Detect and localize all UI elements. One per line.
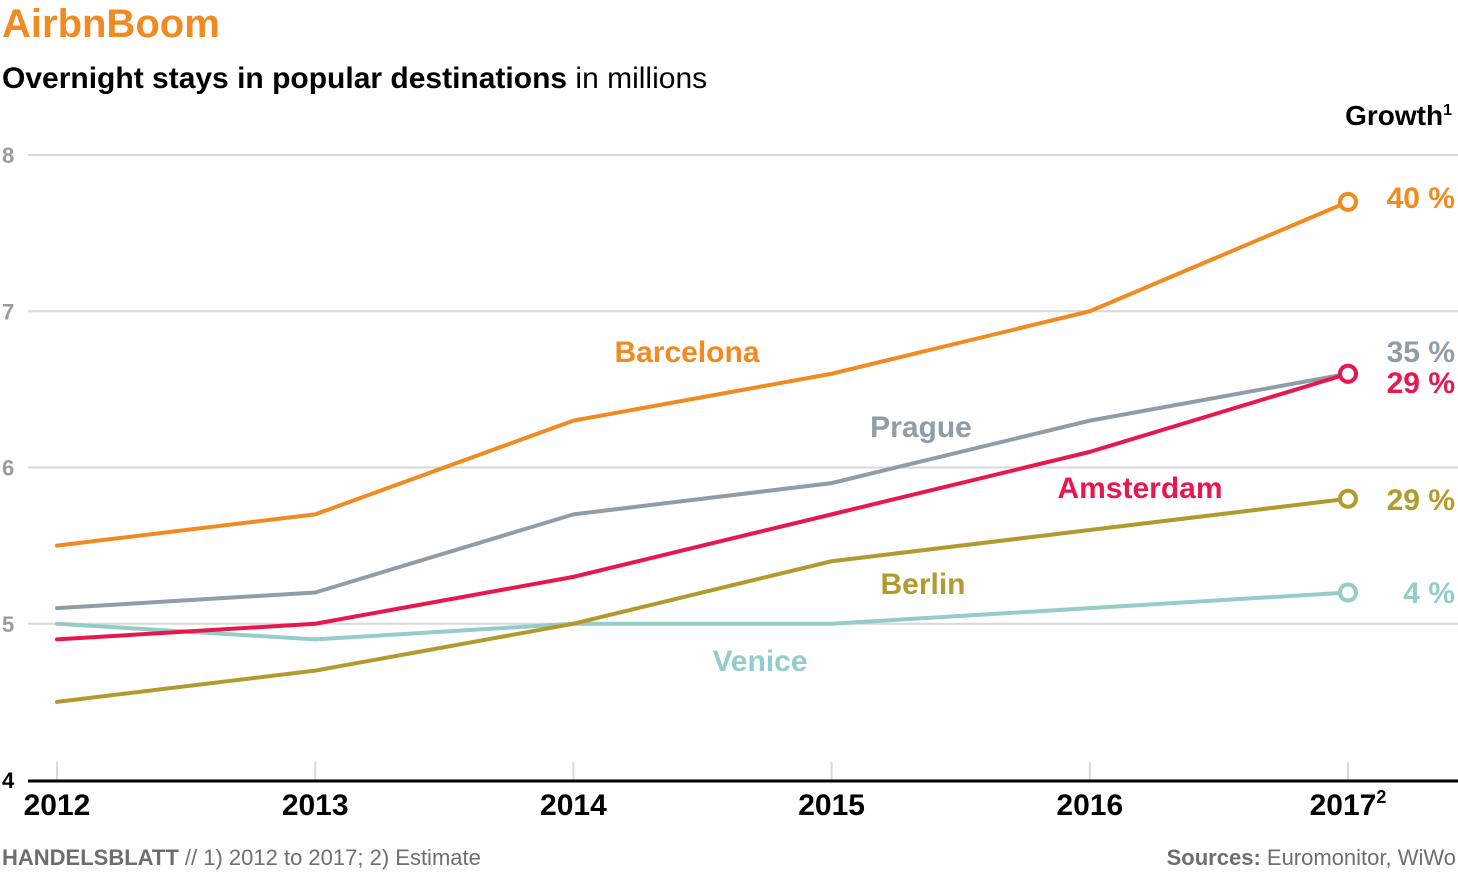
footer-notes: HANDELSBLATT // 1) 2012 to 2017; 2) Esti… — [2, 845, 481, 871]
sources-text: Euromonitor, WiWo — [1260, 845, 1456, 870]
growth-value-berlin: 29 % — [1387, 484, 1455, 517]
footnotes-text: // 1) 2012 to 2017; 2) Estimate — [178, 845, 481, 870]
growth-value-venice: 4 % — [1403, 577, 1455, 610]
subtitle-unit: in millions — [567, 62, 708, 95]
series-label-prague: Prague — [870, 411, 972, 444]
y-tick-label-6: 6 — [2, 456, 14, 481]
series-line-amsterdam — [55, 371, 1350, 642]
x-tick-label-2012: 2012 — [24, 789, 91, 822]
growth-labels: 40 %35 %29 %29 %4 % — [1387, 182, 1455, 610]
series-label-berlin: Berlin — [880, 568, 965, 601]
x-axis: 2012 2013 2014 2015 2016 20172 — [24, 779, 1458, 822]
growth-footnote: 1 — [1443, 102, 1452, 119]
series-line-berlin — [55, 496, 1350, 704]
y-tick-label-8: 8 — [2, 143, 14, 168]
footer-sources: Sources: Euromonitor, WiWo — [1167, 845, 1456, 871]
y-tick-label-4: 4 — [2, 768, 15, 793]
end-marker-berlin — [1338, 488, 1358, 509]
growth-value-amsterdam: 29 % — [1387, 367, 1455, 400]
brand-label: HANDELSBLATT — [2, 845, 179, 870]
growth-label: Growth — [1345, 100, 1444, 131]
series-label-venice: Venice — [712, 645, 807, 678]
sources-label: Sources: — [1166, 845, 1261, 870]
chart-title: AirbnBoom — [2, 2, 220, 46]
x-tick-marks — [56, 762, 1349, 780]
x-tick-label-2014: 2014 — [540, 789, 607, 822]
x-tick-footnote: 2 — [1376, 787, 1386, 807]
series-line-prague — [55, 371, 1350, 611]
x-tick-label-2016: 2016 — [1056, 789, 1123, 822]
series-line-barcelona — [55, 199, 1350, 548]
y-tick-label-7: 7 — [2, 299, 14, 324]
growth-value-barcelona: 40 % — [1387, 182, 1455, 215]
end-marker-venice — [1338, 582, 1358, 603]
series-line-venice — [55, 590, 1350, 642]
chart-subtitle: Overnight stays in popular destinations … — [2, 62, 707, 96]
series-labels: Barcelona Prague Amsterdam Berlin Venice — [614, 336, 1222, 678]
x-tick-label-2013: 2013 — [282, 789, 349, 822]
series-label-barcelona: Barcelona — [614, 336, 759, 369]
series-lines — [55, 191, 1358, 704]
end-marker-amsterdam — [1338, 363, 1358, 384]
y-tick-label-5: 5 — [2, 612, 14, 637]
x-tick-label-2017: 20172 — [1310, 787, 1387, 822]
growth-value-prague: 35 % — [1387, 336, 1455, 369]
end-marker-barcelona — [1338, 191, 1358, 212]
growth-header: Growth1 — [1345, 100, 1452, 132]
y-axis: 4 5 6 7 8 — [2, 143, 15, 793]
x-tick-label-2015: 2015 — [798, 789, 865, 822]
subtitle-main: Overnight stays in popular destinations — [2, 62, 568, 95]
series-label-amsterdam: Amsterdam — [1057, 472, 1222, 505]
